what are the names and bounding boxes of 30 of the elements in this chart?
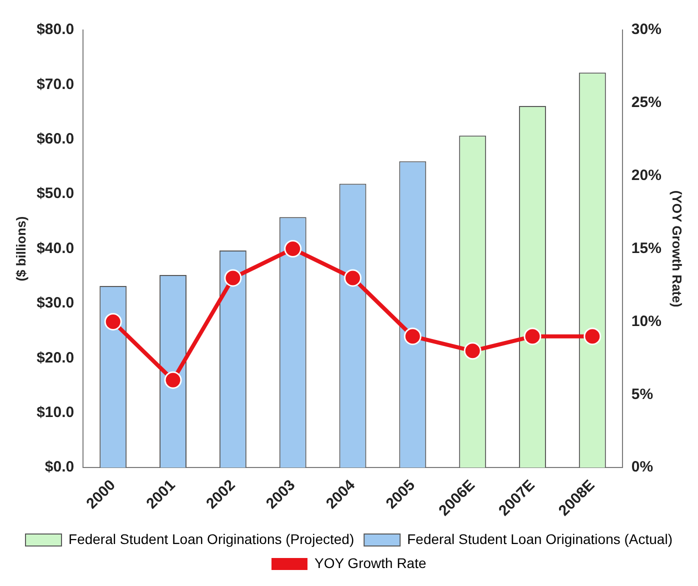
legend-label: YOY Growth Rate — [314, 554, 426, 571]
legend-label: Federal Student Loan Originations (Projected) — [68, 530, 354, 547]
y2-tick-label: 20% — [631, 167, 662, 184]
y2-tick-label: 15% — [631, 240, 662, 257]
y2-tick-label: 25% — [631, 94, 662, 112]
y-tick-label: $80.0 — [36, 21, 74, 38]
point — [164, 371, 182, 389]
y-tick-label: $70.0 — [36, 76, 74, 93]
y-tick-label: $50.0 — [36, 185, 74, 202]
point — [344, 269, 362, 287]
y-tick-label: $10.0 — [36, 404, 74, 422]
y-tick-label: $0.0 — [44, 458, 74, 476]
y-tick-label: $30.0 — [36, 294, 74, 312]
point — [464, 342, 482, 360]
point — [224, 269, 242, 287]
y-tick-label: $20.0 — [36, 349, 74, 366]
point — [524, 328, 542, 346]
y-tick-label: $60.0 — [36, 130, 74, 148]
y-tick-label: $40.0 — [36, 240, 74, 257]
point — [284, 240, 302, 258]
point — [404, 328, 422, 346]
legend-label: Federal Student Loan Originations (Actual) — [407, 530, 672, 547]
y2-tick-label: 0% — [631, 458, 654, 476]
y-axis-title: ($ billions) — [13, 216, 28, 282]
y2-tick-label: 30% — [631, 21, 662, 38]
y2-tick-label: 5% — [631, 386, 654, 403]
point — [584, 328, 602, 346]
y2-tick-label: 10% — [631, 312, 662, 330]
point — [104, 312, 122, 330]
y2-axis-title: (YOY Growth Rate) — [670, 190, 685, 308]
